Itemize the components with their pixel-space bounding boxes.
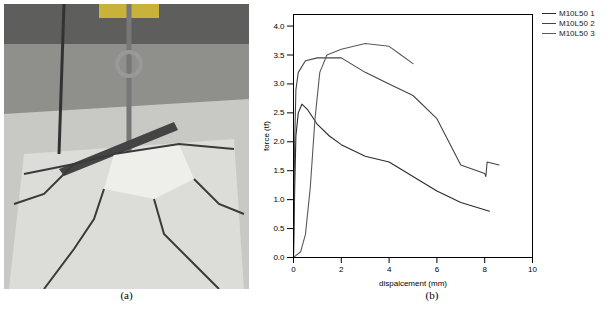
svg-text:6: 6: [435, 265, 440, 274]
svg-text:0: 0: [291, 265, 296, 274]
svg-text:4.0: 4.0: [273, 22, 285, 31]
svg-text:dispalcement (mm): dispalcement (mm): [379, 279, 447, 288]
svg-text:force (tf): force (tf): [262, 121, 271, 151]
svg-text:3.0: 3.0: [273, 79, 285, 88]
svg-text:2: 2: [339, 265, 344, 274]
svg-text:3.5: 3.5: [273, 51, 285, 60]
svg-text:2.5: 2.5: [273, 108, 285, 117]
svg-text:0.5: 0.5: [273, 224, 285, 233]
svg-text:8: 8: [482, 265, 487, 274]
html-text:M10L50 1: M10L50 1: [559, 8, 595, 18]
html-text:M10L50 2: M10L50 2: [559, 18, 595, 28]
svg-text:1.0: 1.0: [273, 195, 285, 204]
html-text:(a): (a): [120, 289, 133, 301]
svg-text:10: 10: [528, 265, 537, 274]
svg-text:4: 4: [387, 265, 392, 274]
svg-text:2.0: 2.0: [273, 137, 285, 146]
html-text:(b): (b): [425, 289, 439, 301]
svg-text:1.5: 1.5: [273, 166, 285, 175]
svg-text:0.0: 0.0: [273, 253, 285, 262]
html-text:M10L50 3: M10L50 3: [559, 28, 595, 38]
